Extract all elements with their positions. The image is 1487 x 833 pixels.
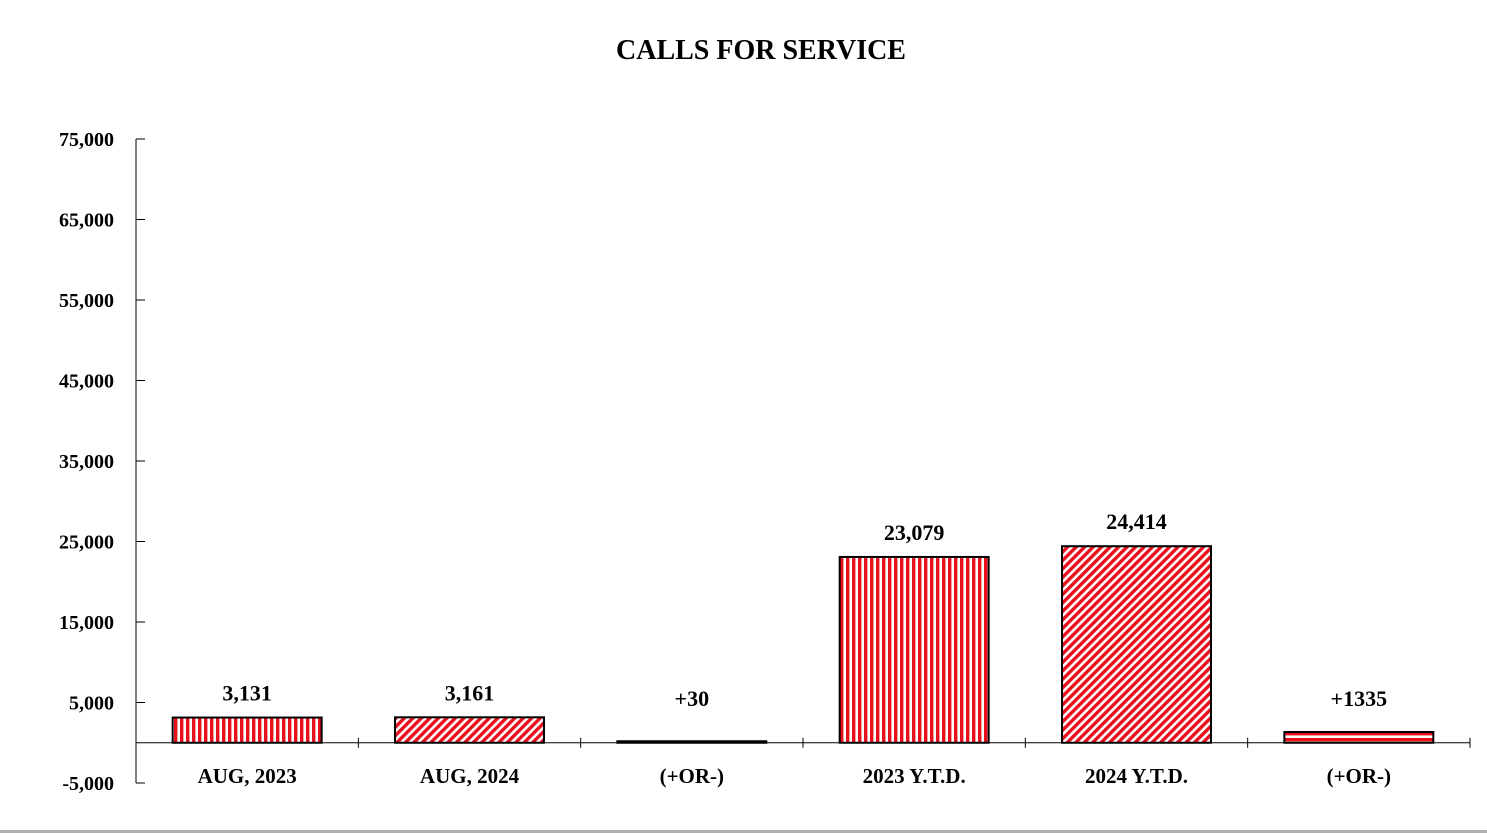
y-tick-label: 15,000 — [59, 612, 114, 634]
y-tick-label: -5,000 — [62, 773, 114, 795]
chart-title: CALLS FOR SERVICE — [616, 35, 906, 66]
category-label: AUG, 2023 — [198, 764, 297, 788]
data-labels: 3,131 3,161 +30 23,079 24,414 +1335 — [222, 509, 1387, 711]
y-tick-label: 65,000 — [59, 210, 114, 232]
y-tick-label: 55,000 — [59, 290, 114, 312]
category-label: (+OR-) — [1327, 764, 1391, 788]
data-label: +30 — [675, 686, 710, 711]
bar — [171, 716, 323, 744]
x-axis — [136, 737, 1471, 748]
y-axis: 75,000 65,000 55,000 45,000 35,000 25,000 15,0… — [59, 129, 145, 795]
data-label: +1335 — [1331, 686, 1388, 711]
bottom-rule — [0, 830, 1487, 833]
bar — [394, 716, 545, 744]
data-label: 3,161 — [445, 680, 495, 705]
y-tick-label: 45,000 — [59, 371, 114, 393]
bar — [616, 740, 768, 744]
category-label: 2024 Y.T.D. — [1085, 764, 1188, 788]
category-label: AUG, 2024 — [420, 764, 520, 788]
bar — [838, 555, 990, 744]
category-label: 2023 Y.T.D. — [863, 764, 966, 788]
category-labels: AUG, 2023 AUG, 2024 (+OR-) 2023 Y.T.D. 2024 … — [198, 764, 1391, 788]
data-label: 3,131 — [222, 681, 272, 706]
bar — [1283, 731, 1435, 744]
y-tick-label: 35,000 — [59, 451, 114, 473]
data-label: 23,079 — [884, 520, 945, 545]
bar — [1061, 545, 1212, 744]
y-tick-label: 5,000 — [69, 693, 114, 715]
y-tick-label: 75,000 — [59, 129, 114, 151]
data-label: 24,414 — [1106, 509, 1167, 534]
category-label: (+OR-) — [660, 764, 724, 788]
y-tick-label: 25,000 — [59, 532, 114, 554]
bars — [171, 545, 1435, 744]
